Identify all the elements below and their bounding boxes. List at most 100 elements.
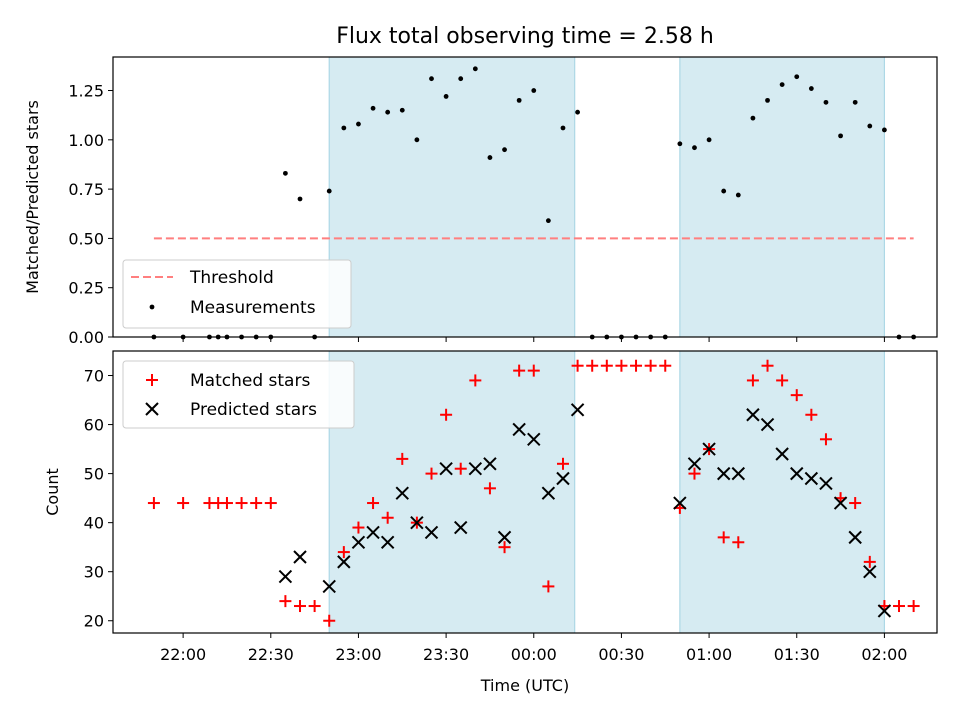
shaded-interval	[679, 57, 885, 337]
matched-star-point	[454, 462, 467, 475]
predicted-star-point	[454, 520, 468, 535]
measurement-point	[429, 76, 434, 82]
matched-star-point	[308, 600, 321, 613]
x-tick-label: 00:30	[598, 645, 644, 664]
bottom-legend: Matched stars Predicted stars	[122, 360, 355, 429]
measurement-point	[370, 105, 376, 111]
matched-star-point	[527, 364, 540, 377]
matched-star-point	[513, 364, 526, 377]
predicted-star-point	[380, 535, 395, 549]
bottom-axis-ticks: 20 30 40 50 60 70 22:00 22:30 23:00 23:30 00:00 00:…	[84, 367, 908, 664]
measurement-point	[823, 99, 829, 105]
matched-star-point	[907, 600, 920, 613]
predicted-star-point	[687, 457, 702, 471]
matched-star-point	[790, 389, 803, 402]
matched-star-point	[425, 467, 438, 480]
predicted-star-point	[424, 525, 439, 540]
matched-star-point	[571, 359, 584, 372]
y-tick-label: 0.50	[68, 229, 104, 248]
matched-star-point	[279, 595, 292, 608]
predicted-star-point	[483, 457, 497, 471]
matched-star-point	[250, 497, 263, 510]
predicted-star-point	[877, 604, 892, 618]
matched-star-point	[556, 457, 569, 470]
measurement-point	[838, 133, 843, 139]
predicted-star-point	[716, 466, 731, 481]
predicted-star-point	[863, 564, 877, 579]
predicted-legend-swatch	[145, 402, 159, 416]
matched-star-point	[396, 452, 409, 465]
count-points	[147, 359, 920, 627]
x-tick-label: 22:30	[248, 645, 294, 664]
matched-star-point	[323, 614, 336, 627]
predicted-star-point	[366, 525, 380, 540]
bottom-panel: 20 30 40 50 60 70 22:00 22:30 23:00 23:30 00:00 00:…	[43, 350, 938, 695]
predicted-star-point	[556, 471, 570, 486]
predicted-star-point	[570, 403, 585, 417]
matched-star-point	[849, 497, 862, 510]
predicted-star-point	[512, 422, 526, 437]
top-legend-box	[122, 259, 352, 329]
predicted-star-point	[395, 486, 409, 500]
measurement-point	[882, 127, 887, 133]
matched-star-point	[440, 408, 453, 421]
measurement-point	[706, 137, 712, 143]
shaded-interval	[329, 57, 575, 337]
predicted-star-point	[527, 432, 541, 446]
measurement-point	[721, 188, 727, 194]
matched-legend-label: Matched stars	[190, 371, 310, 391]
measurement-point	[735, 192, 741, 198]
predicted-star-point	[760, 417, 775, 432]
y-tick-label: 30	[84, 563, 104, 582]
x-tick-label: 01:00	[686, 645, 732, 664]
measurement-point	[516, 97, 522, 103]
y-tick-label: 1.00	[68, 131, 104, 150]
matched-star-point	[746, 374, 759, 387]
measurement-point	[867, 123, 873, 129]
measurements-legend-label: Measurements	[190, 298, 316, 318]
predicted-star-point	[804, 471, 819, 486]
x-tick-label: 02:00	[861, 645, 907, 664]
matched-star-point	[863, 555, 876, 568]
measurement-point	[677, 141, 683, 147]
predicted-star-point	[790, 466, 804, 481]
matched-star-point	[600, 359, 613, 372]
measurement-point	[326, 188, 332, 194]
bottom-y-axis-label: Count	[43, 468, 62, 516]
predicted-star-point	[410, 515, 424, 530]
y-tick-label: 0.25	[68, 279, 104, 298]
predicted-star-point	[337, 555, 351, 569]
predicted-star-point	[702, 442, 716, 456]
measurement-point	[443, 94, 449, 99]
predicted-star-point	[731, 466, 746, 481]
predicted-star-point	[848, 530, 862, 545]
measurement-point	[399, 107, 405, 113]
measurement-point	[282, 170, 288, 176]
threshold-legend-label: Threshold	[189, 268, 274, 288]
measurement-point	[414, 137, 420, 143]
shaded-interval	[329, 351, 575, 633]
matched-star-point	[893, 600, 906, 613]
matched-star-point	[264, 497, 277, 510]
y-tick-label: 40	[84, 514, 104, 533]
y-tick-label: 70	[84, 367, 104, 386]
matched-star-point	[805, 408, 818, 421]
matched-star-point	[381, 511, 394, 524]
matched-star-point	[483, 482, 496, 495]
matched-star-point	[367, 497, 380, 510]
measurement-point	[385, 109, 391, 115]
bottom-legend-box	[122, 360, 355, 429]
matched-star-point	[586, 359, 599, 372]
measurement-point	[545, 218, 551, 224]
matched-star-point	[630, 359, 643, 372]
matched-star-point	[469, 374, 482, 387]
top-legend: Threshold Measurements	[122, 259, 352, 329]
predicted-star-point	[673, 496, 687, 510]
matched-legend-swatch	[146, 374, 158, 386]
measurement-point	[794, 74, 800, 80]
x-tick-label: 01:30	[774, 645, 820, 664]
predicted-star-point	[819, 476, 833, 491]
predicted-star-point	[833, 496, 848, 510]
y-tick-label: 60	[84, 416, 104, 435]
matched-star-point	[542, 580, 555, 593]
